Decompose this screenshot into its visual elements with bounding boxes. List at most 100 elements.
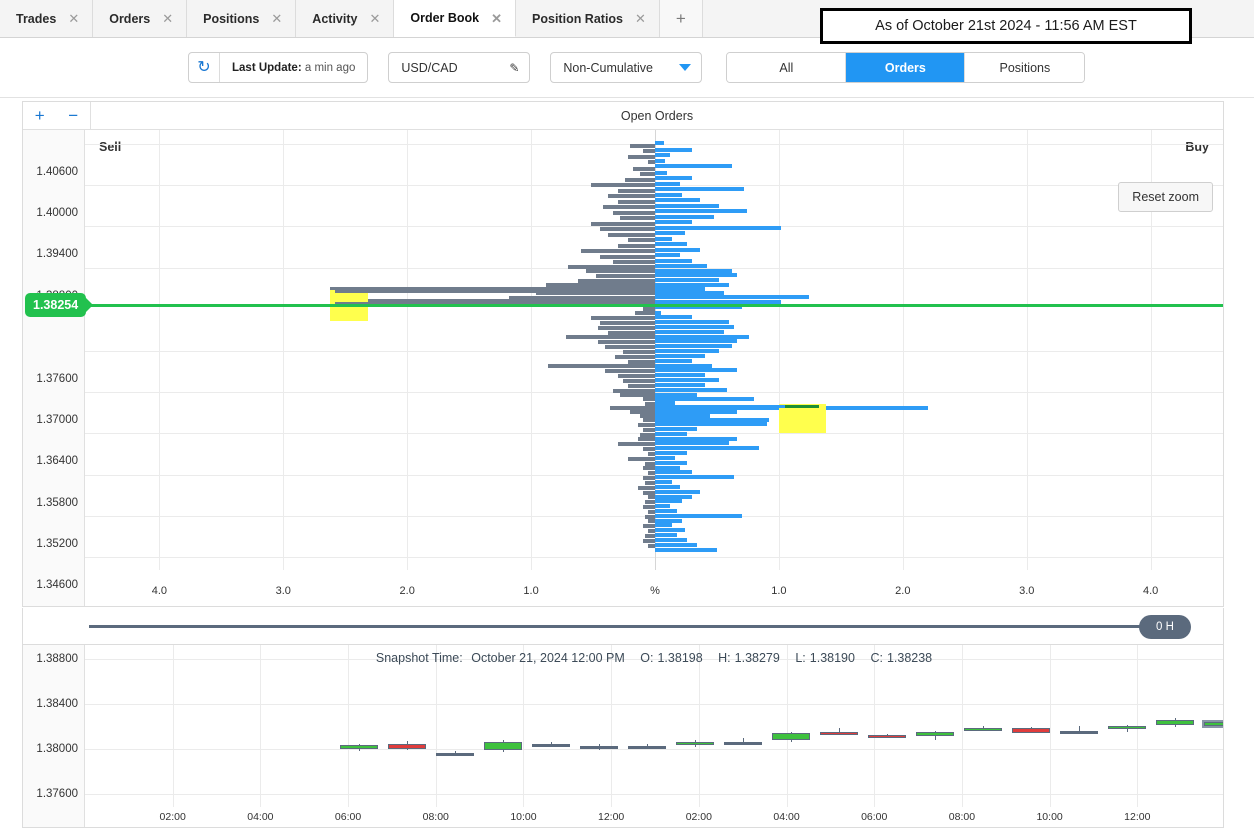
current-price-line [85, 304, 1223, 308]
annotation-line [335, 290, 655, 294]
sell-order-bar [642, 490, 655, 495]
close-icon[interactable]: ✕ [68, 11, 80, 26]
buy-order-bar [655, 475, 735, 480]
sell-order-bar [590, 316, 655, 321]
zoom-controls: + − [23, 102, 91, 130]
sell-order-bar [605, 369, 655, 374]
range-slider-handle[interactable]: 0 H [1139, 615, 1191, 639]
candlestick[interactable] [1202, 719, 1223, 729]
y-axis-tick: 1.34600 [36, 579, 78, 592]
buy-order-bar [655, 198, 700, 203]
tab-position-ratios[interactable]: Position Ratios ✕ [516, 0, 660, 37]
buy-order-bar [655, 282, 730, 287]
candlestick-panel: 1.38800 1.38400 1.38000 1.37600 Snapshot Ti… [22, 644, 1224, 828]
grid-line [283, 130, 285, 570]
candle-wick [1079, 726, 1080, 734]
buy-order-bar [655, 305, 742, 310]
tab-label: Activity [312, 11, 358, 26]
close-icon[interactable]: ✕ [271, 11, 283, 26]
tab-trades[interactable]: Trades ✕ [0, 0, 94, 37]
y-axis-tick: 1.38400 [36, 697, 78, 710]
currency-pair-selector[interactable]: USD/CAD ✎ [388, 52, 531, 83]
buy-side-label: Buy [1185, 140, 1209, 154]
order-book-title: Open Orders [91, 102, 1223, 130]
candlestick[interactable] [772, 732, 810, 740]
current-price-tag: 1.38254 [25, 293, 87, 318]
candlestick[interactable] [436, 753, 474, 756]
candlestick[interactable] [916, 731, 954, 737]
close-icon[interactable]: ✕ [491, 10, 503, 26]
buy-order-bar [655, 334, 750, 339]
order-book-panel: + − Open Orders 1.40600 1.40000 1.39400 1.3… [22, 101, 1224, 607]
candlestick[interactable] [964, 728, 1002, 732]
range-slider-track[interactable] [89, 625, 1153, 628]
filter-orders[interactable]: Orders [846, 53, 966, 82]
candlestick[interactable] [868, 735, 906, 738]
grid-line [85, 703, 1223, 705]
buy-order-bar [655, 247, 700, 252]
add-tab-button[interactable]: + [659, 0, 703, 37]
buy-order-bar [655, 203, 720, 208]
x-axis-tick: 06:00 [861, 811, 888, 823]
close-icon[interactable]: ✕ [635, 11, 646, 26]
candlestick[interactable] [1156, 720, 1194, 725]
buy-order-bar [655, 418, 769, 423]
buy-order-bar [655, 253, 680, 258]
buy-order-bar [655, 258, 693, 263]
cumulative-mode-select[interactable]: Non-Cumulative [550, 52, 703, 83]
buy-order-bar [655, 513, 742, 518]
sell-order-bar [622, 378, 655, 383]
candlestick[interactable] [1108, 726, 1146, 730]
sell-order-bar [645, 461, 655, 466]
y-axis-tick: 1.37600 [36, 787, 78, 800]
grid-line [1150, 130, 1152, 570]
x-axis-tick: % [650, 585, 660, 597]
x-axis-tick: 10:00 [1036, 811, 1063, 823]
sell-order-bar [645, 401, 655, 406]
zoom-in-button[interactable]: + [34, 106, 45, 125]
candlestick[interactable] [532, 744, 570, 747]
candlestick[interactable] [484, 741, 522, 750]
reset-zoom-button[interactable]: Reset zoom [1118, 182, 1213, 212]
close-icon[interactable]: ✕ [162, 11, 174, 26]
tab-positions[interactable]: Positions ✕ [187, 0, 297, 37]
candlestick[interactable] [340, 745, 378, 749]
candlestick[interactable] [388, 744, 426, 749]
buy-order-bar [655, 431, 688, 436]
buy-order-bar [655, 441, 730, 446]
buy-order-bar [655, 460, 688, 465]
filter-positions[interactable]: Positions [965, 53, 1085, 82]
x-axis-tick: 02:00 [685, 811, 712, 823]
candlestick[interactable] [724, 741, 762, 745]
grid-line [85, 793, 1223, 795]
filter-all[interactable]: All [727, 53, 847, 82]
sell-order-bar [632, 166, 655, 171]
refresh-button[interactable]: ↻ [189, 53, 220, 82]
candlestick[interactable] [820, 731, 858, 735]
candlestick[interactable] [628, 746, 666, 750]
tab-label: Positions [203, 11, 260, 26]
candlestick[interactable] [1060, 730, 1098, 734]
tab-order-book[interactable]: Order Book ✕ [394, 0, 517, 37]
sell-order-bar [536, 291, 655, 296]
x-axis-tick: 04:00 [773, 811, 800, 823]
pencil-icon[interactable]: ✎ [509, 60, 520, 75]
buy-order-bar [655, 315, 693, 320]
buy-order-bar [655, 368, 737, 373]
candlestick[interactable] [676, 741, 714, 746]
time-range-slider[interactable]: 0 H [22, 608, 1224, 644]
buy-order-bar [655, 214, 715, 219]
sell-order-bar [642, 149, 655, 154]
zoom-out-button[interactable]: − [68, 106, 79, 125]
candlestick[interactable] [1012, 728, 1050, 733]
sell-order-bar [627, 238, 655, 243]
tab-activity[interactable]: Activity ✕ [296, 0, 395, 37]
tab-orders[interactable]: Orders ✕ [93, 0, 188, 37]
sell-order-bar [600, 254, 655, 259]
high-label: H: [718, 651, 731, 665]
buy-order-bar [655, 295, 809, 300]
close-icon[interactable]: ✕ [369, 11, 381, 26]
candlestick[interactable] [580, 746, 618, 750]
sell-order-bar [642, 427, 655, 432]
sell-order-bar [617, 188, 655, 193]
